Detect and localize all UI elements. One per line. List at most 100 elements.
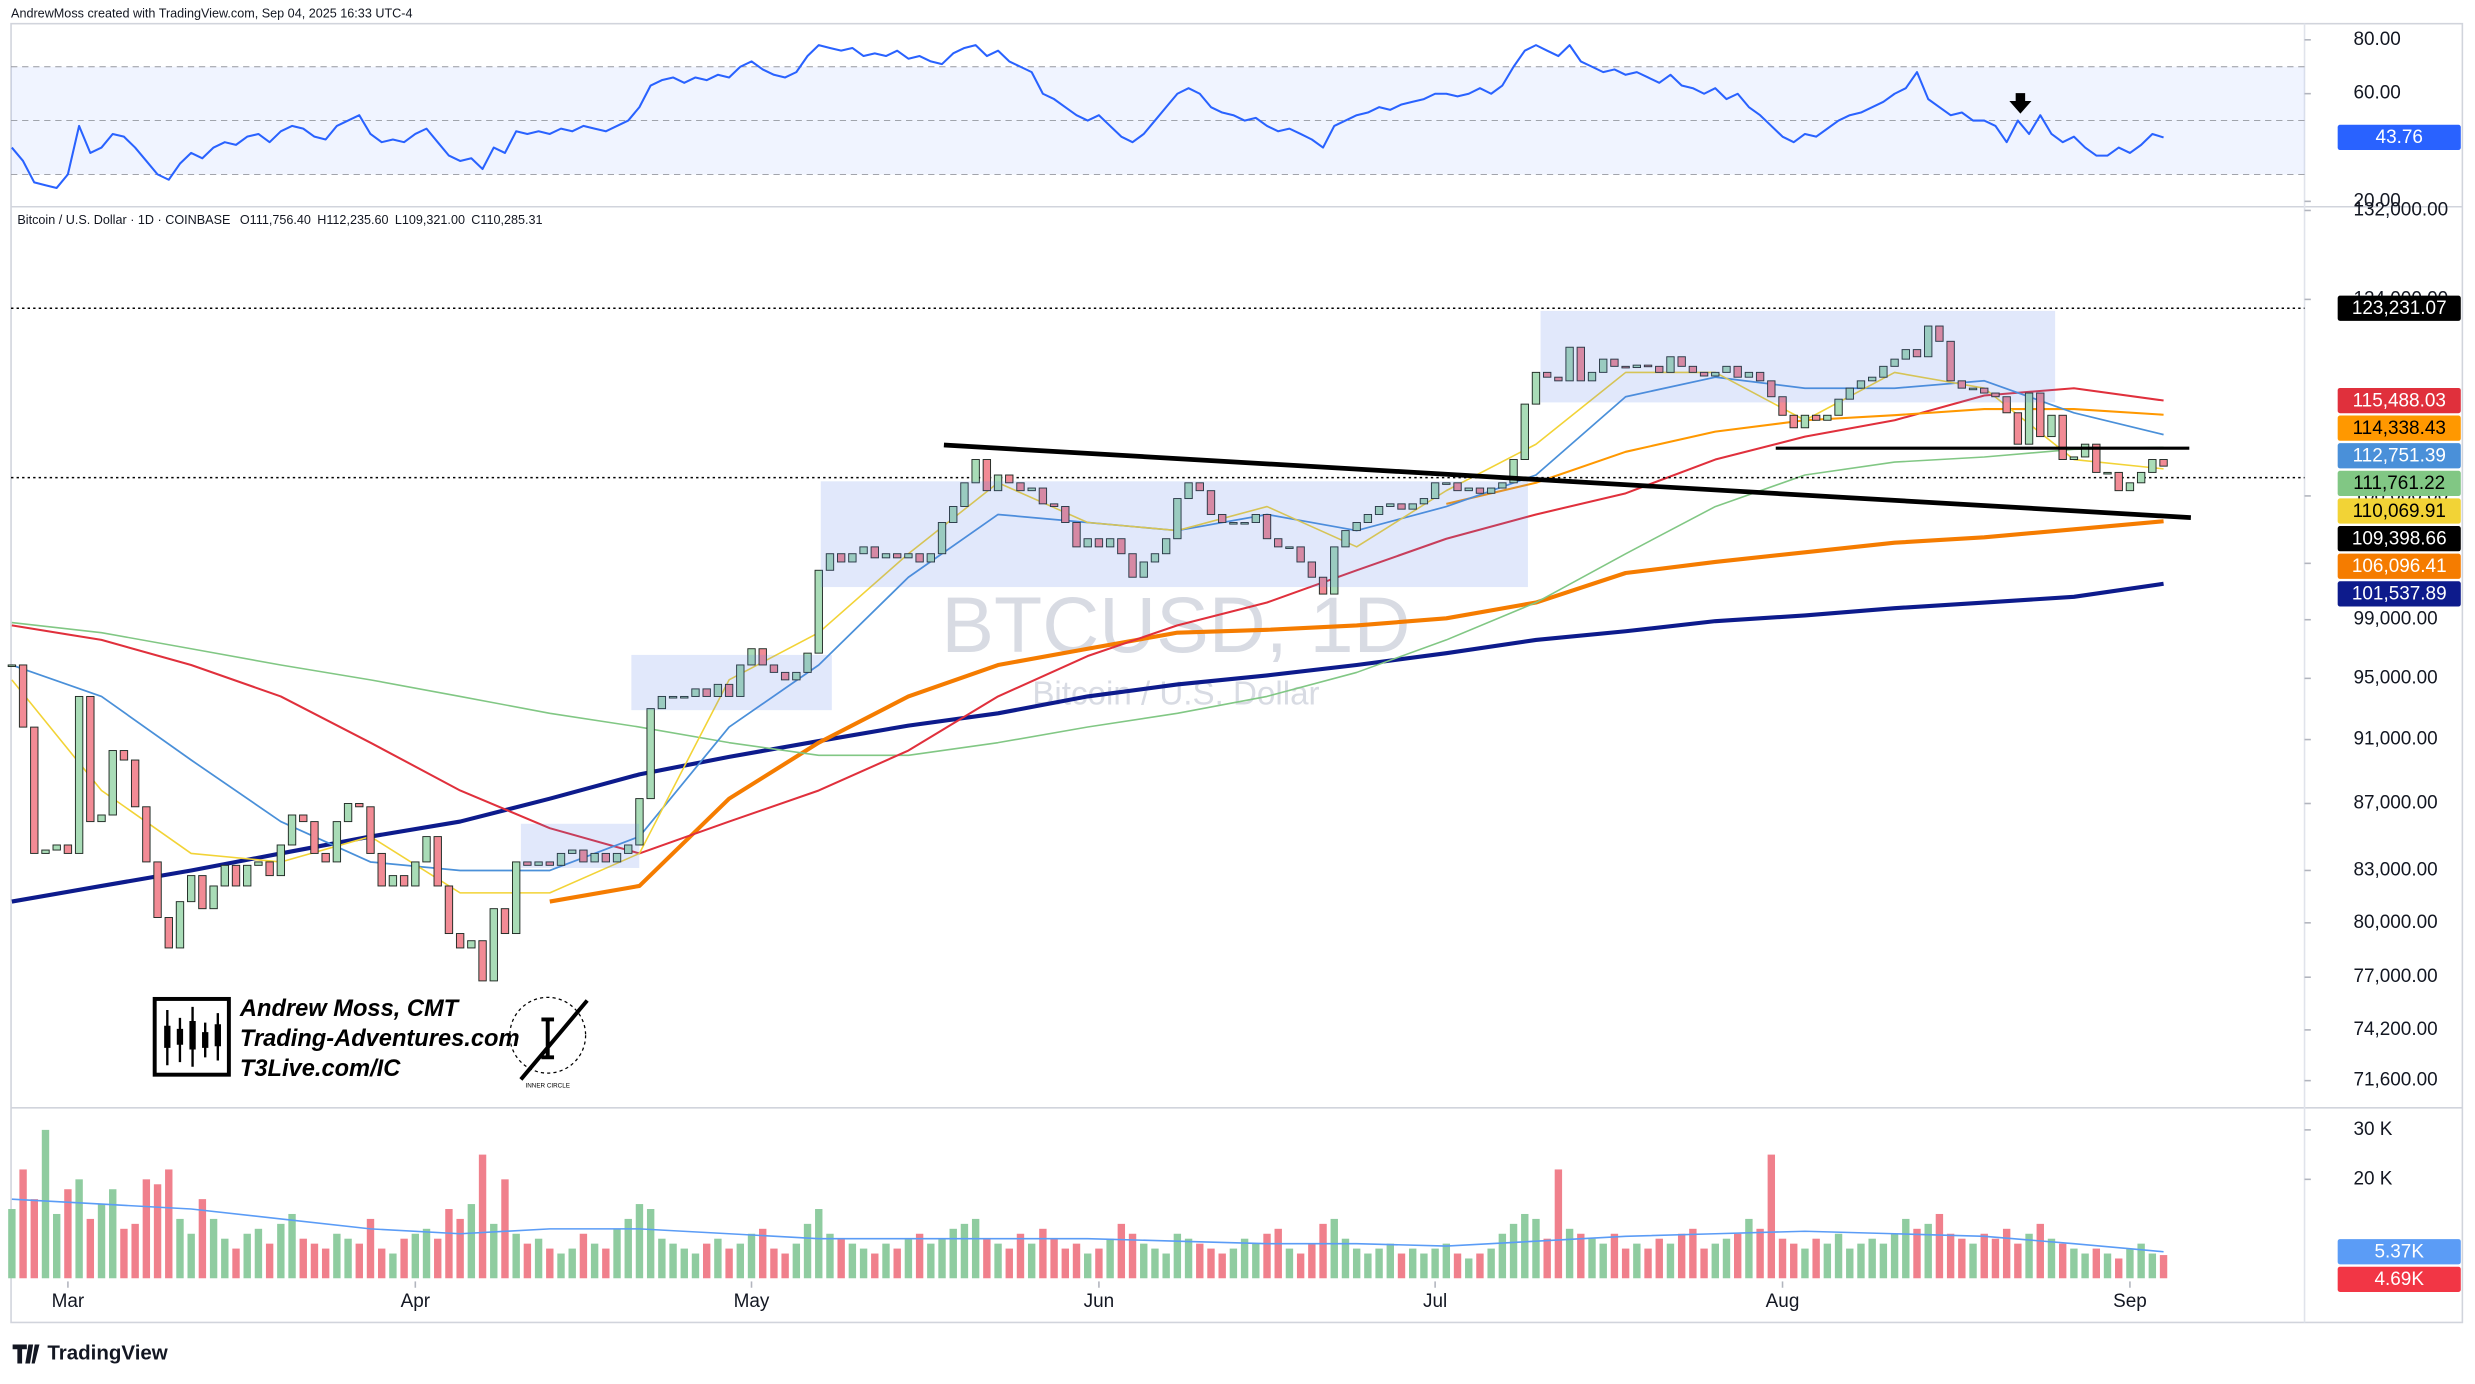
rsi-line — [11, 44, 2164, 189]
volume-bar — [871, 1253, 879, 1279]
drawings — [520, 93, 2192, 868]
candle — [500, 908, 510, 935]
volume-bar — [1308, 1243, 1316, 1279]
badges: 123,231.07 115,488.03 114,338.43 112,751.39… — [2337, 124, 2461, 1292]
candle — [702, 688, 711, 697]
y-tick-label: 20.00 — [2353, 190, 2400, 211]
candle — [736, 664, 745, 697]
volume-badge-label: 4.69K — [2375, 1269, 2425, 1290]
volume-bar — [434, 1238, 442, 1279]
candle — [175, 901, 185, 949]
volume-bar — [983, 1238, 991, 1279]
volume-bar — [1565, 1228, 1574, 1279]
y-tick-label: 99,000.00 — [2353, 609, 2437, 630]
candle — [1117, 538, 1126, 555]
candle — [321, 852, 330, 863]
volume-bar — [1599, 1243, 1607, 1279]
volume-bar — [1767, 1154, 1776, 1279]
volume-bar — [1924, 1223, 1932, 1279]
price-badge-label: 110,069.91 — [2353, 501, 2446, 522]
volume-bar — [1061, 1248, 1069, 1279]
candle — [1901, 349, 1910, 360]
footer-brand: TradingView — [47, 1341, 167, 1364]
candle — [870, 546, 879, 559]
price-badge — [2337, 387, 2461, 414]
candle — [1206, 490, 1216, 515]
volume-bar — [1498, 1233, 1507, 1279]
volume-badge — [2337, 1239, 2461, 1265]
watermark-name: Bitcoin / U.S. Dollar — [1032, 676, 1319, 713]
candle — [825, 553, 835, 571]
candle — [2148, 459, 2157, 473]
x-tick-label: Apr — [401, 1291, 430, 1312]
volume-bar — [254, 1228, 263, 1279]
volume-bar — [209, 1218, 218, 1279]
credit: AndrewMoss created with TradingView.com,… — [11, 7, 412, 21]
y-tick-label: 80,000.00 — [2353, 912, 2437, 933]
volume-bar — [1218, 1253, 1226, 1279]
candle — [915, 553, 924, 563]
volume-bar — [176, 1218, 184, 1279]
volume-bar — [915, 1233, 924, 1279]
volume-bar — [1487, 1248, 1495, 1279]
volume-bar — [97, 1204, 106, 1279]
volume-bar — [467, 1204, 476, 1279]
candle — [1980, 387, 1989, 394]
volume-bar — [30, 1199, 38, 1279]
candle — [1453, 482, 1462, 492]
volume-bar — [1319, 1223, 1327, 1279]
volume-bar — [445, 1209, 453, 1279]
brand-line: Trading-Adventures.com — [240, 1026, 520, 1052]
candle — [1587, 371, 1597, 382]
candle — [1924, 325, 1933, 358]
candle — [1868, 376, 1877, 382]
candle — [1307, 561, 1317, 578]
candle — [814, 569, 823, 654]
volume-bar — [1543, 1238, 1551, 1279]
candle — [926, 553, 935, 563]
x-tick-label: Aug — [1766, 1291, 1800, 1312]
candle — [937, 522, 947, 555]
inner-circle-text: INNER CIRCLE — [525, 1082, 569, 1089]
volume-bar — [1364, 1253, 1372, 1279]
volume-bar — [1879, 1243, 1888, 1279]
volume-bar — [1151, 1248, 1159, 1279]
volume-bar — [590, 1243, 599, 1279]
volume-bar — [2070, 1248, 2078, 1279]
candle — [310, 821, 319, 854]
candle — [1554, 376, 1563, 382]
candle — [355, 803, 364, 808]
candle — [1643, 364, 1653, 368]
y-tick-label: 87,000.00 — [2353, 793, 2437, 814]
range-box — [520, 823, 640, 868]
moving-average — [549, 519, 2164, 904]
candle — [1173, 498, 1182, 540]
candle — [523, 861, 532, 866]
rsi-badge — [2337, 124, 2461, 151]
volume-bar — [1655, 1238, 1663, 1279]
candle — [1632, 364, 1642, 369]
volume-bar — [2148, 1253, 2157, 1279]
candle — [1845, 387, 1854, 400]
candle — [444, 885, 454, 935]
volume-bar — [792, 1243, 801, 1279]
volume-bar — [86, 1218, 95, 1279]
volume-bar — [1027, 1243, 1036, 1279]
candle — [198, 875, 207, 910]
candle — [1150, 553, 1160, 563]
candle — [2092, 443, 2101, 473]
volume-bar — [1095, 1248, 1103, 1279]
candle — [612, 852, 622, 863]
candle — [1509, 459, 1518, 484]
volume-bar — [456, 1218, 464, 1279]
volume-bar — [1812, 1238, 1820, 1279]
volume-bar — [1935, 1213, 1944, 1279]
candle — [489, 908, 498, 982]
moving-average — [11, 446, 2164, 757]
volume-bar — [2036, 1223, 2044, 1279]
candle — [2080, 443, 2090, 458]
volume-bar — [64, 1189, 72, 1279]
candle — [1655, 365, 1664, 373]
volume-bar — [41, 1129, 50, 1279]
